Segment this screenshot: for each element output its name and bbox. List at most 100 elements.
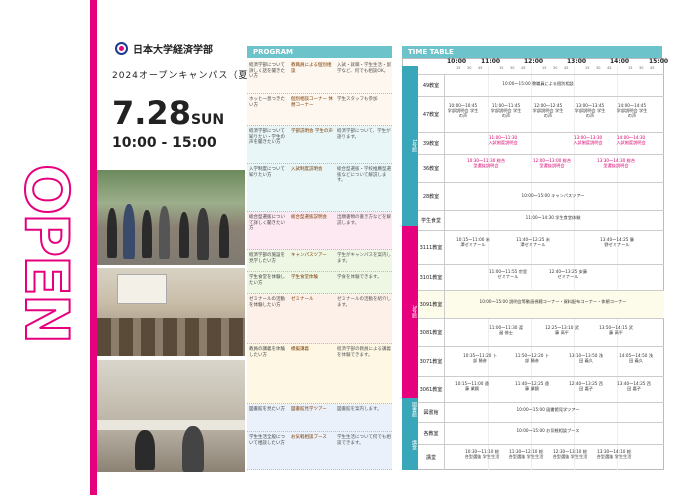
event: 14:00～14:30 入試制度説明会 — [616, 135, 646, 145]
row-28: 28教室 10:00～15:00 キャンパスツアー — [418, 182, 664, 210]
event: 11:00～11:45 学部説明会 学生の声 — [490, 103, 522, 118]
timetable-minutes: 15 30 45 15 30 45 15 30 45 15 30 45 15 30 45 — [456, 66, 655, 70]
event: 12:00～12:45 学部説明会 学生の声 — [532, 103, 564, 118]
photo-consultation — [97, 360, 245, 472]
event: 10:15～11:00 米澤ゼミナール — [456, 237, 490, 247]
program-event: 模擬講義 — [291, 347, 309, 352]
program-row: ホッと一息つきたい方 個別相談コーナー 休憩コーナー 学生スタッフも参加 — [247, 94, 392, 126]
row-3081: 3081教室 11:00～11:30 渡邉 修士 12:25～13:10 武藤 … — [418, 318, 664, 346]
program-row: 経済学部の施設を見学したい方 キャンパスツアー 学生がキャンパスを案内します。 — [247, 250, 392, 272]
event: 12:25～13:10 武藤 高平 — [545, 325, 579, 335]
program-detail: 図書館を案内します。 — [337, 407, 382, 412]
program-row: 図書館を見たい方 図書館見学ツアー 図書館を案内します。 — [247, 404, 392, 432]
event: 10:35～11:20 卜部 勝彦 — [463, 353, 497, 363]
event: 10:30～11:10 総合型選抜 学生生活 — [464, 449, 500, 459]
date-number: 7.28 — [112, 94, 191, 132]
program-row: 総合型選抜について詳しく聞きたい方 総合型選抜説明会 出願書類の書き方などを解説しま… — [247, 212, 392, 250]
program-row: 経済学部について知りたい・学生の声を聞きたい方 学部説明会 学生の声 経済学部につい… — [247, 126, 392, 164]
event: 11:30～12:10 総合型選抜 学生生活 — [508, 449, 544, 459]
program-detail: 総合型選抜・学校推薦型選抜などについて解説します。 — [337, 167, 391, 183]
event: 10:00～15:00 説明会等動画視聴コーナー・資料配布コーナー・休憩コーナー — [479, 299, 627, 304]
event: 13:50～14:15 武藤 高平 — [599, 325, 633, 335]
program-label: 教員の講義を体験したい方 — [249, 347, 285, 358]
program-label: ホッと一息つきたい方 — [249, 97, 285, 108]
row-all-rooms: 各教室 10:00～15:00 お気軽相談ブース — [418, 422, 664, 444]
event: 11:40～12:25 米澤ゼミナール — [516, 237, 550, 247]
event: 12:40～13:25 西田 嘉子 — [569, 381, 603, 391]
photo-campus-crowd — [97, 170, 245, 265]
event: 11:00～14:30 学生食堂体験 — [525, 215, 581, 220]
row-3061: 3061教室 10:15～11:00 遠藤 業鏡 11:40～12:25 遠藤 … — [418, 376, 664, 402]
event: 10:00～15:00 キャンパスツアー — [521, 193, 585, 198]
event: 13:10～13:50 浅田 義久 — [569, 353, 603, 363]
program-row: 学生食堂を体験したい方 学生食堂体験 学食を体験できます。 — [247, 272, 392, 294]
event: 10:00～15:00 お気軽相談ブース — [516, 428, 580, 433]
event: 11:40～12:25 遠藤 業鏡 — [515, 381, 549, 391]
event: 13:00～13:45 学部説明会 学生の声 — [574, 103, 606, 118]
event: 10:00～10:45 学部説明会 学生の声 — [447, 103, 479, 118]
event: 13:40～14:25 廣野ゼミナール — [600, 237, 634, 247]
program-header: PROGRAM — [247, 46, 392, 58]
program-event: 教職員による個別相談 — [291, 63, 332, 74]
event-date: 7.28SUN — [112, 96, 224, 137]
event: 13:00～13:30 入試制度説明会 — [573, 135, 603, 145]
program-detail: 学生スタッフも参加 — [337, 97, 378, 102]
row-3091: 3091教室 10:00～15:00 説明会等動画視聴コーナー・資料配布コーナー・… — [418, 290, 664, 318]
program-row: 教員の講義を体験したい方 模擬講義 経済学部の教員による講義を体験できます。 — [247, 344, 392, 404]
program-row: 学生生活全般について相談したい方 お気軽相談ブース 学生生活について何でも相談できま… — [247, 432, 392, 470]
date-weekday: SUN — [190, 112, 225, 128]
program-label: ゼミナールの活動を体験したい方 — [249, 297, 285, 308]
program-detail: 学生生活について何でも相談できます。 — [337, 435, 391, 446]
left-panel — [0, 0, 95, 495]
event: 11:00～11:30 入試制度説明会 — [488, 135, 518, 145]
program-label: 経済学部について詳しく話を聞きたい方 — [249, 63, 285, 79]
program-label: 学生生活全般について相談したい方 — [249, 435, 285, 446]
program-label: 図書館を見たい方 — [249, 407, 285, 412]
program-row: 経済学部について詳しく話を聞きたい方 教職員による個別相談 入試・就職・学生生活・留… — [247, 60, 392, 94]
row-3101: 3101教室 11:00～11:55 宗里ゼミナール 12:40～13:25 安… — [418, 264, 664, 290]
event: 12:00～13:00 総合型選抜説明会 — [532, 158, 572, 168]
program-detail: 入試・就職・学生生活・留学など、何でも相談OK。 — [337, 63, 391, 74]
row-3071: 3071教室 10:35～11:20 卜部 勝彦 11:50～12:20 卜部 … — [418, 346, 664, 376]
program-event: お気軽相談ブース — [291, 435, 327, 440]
vertical-title: OPEN CAMPUS — [0, 115, 82, 391]
event: 14:05～14:50 浅田 義久 — [619, 353, 653, 363]
event: 10:00～15:00 教職員による個別相談 — [502, 81, 574, 86]
row-49: 49教室 10:00～15:00 教職員による個別相談 — [418, 74, 664, 96]
event: 11:00～11:55 宗里ゼミナール — [488, 269, 528, 279]
program-label: 経済学部について知りたい・学生の声を聞きたい方 — [249, 129, 285, 145]
program-event: 入試制度説明会 — [291, 167, 323, 172]
photo-lecture-hall — [97, 268, 245, 356]
program-detail: 経済学部の教員による講義を体験できます。 — [337, 347, 391, 358]
event: 13:40～14:25 西田 嘉子 — [617, 381, 651, 391]
event: 12:30～13:10 総合型選抜 学生生活 — [552, 449, 588, 459]
program-label: 学生食堂を体験したい方 — [249, 275, 285, 286]
program-event: ゼミナール — [291, 297, 314, 302]
band-hall: 講堂 — [402, 420, 418, 470]
program-label: 入学制度について知りたい方 — [249, 167, 285, 178]
row-cafeteria: 学生食堂 11:00～14:30 学生食堂体験 — [418, 210, 664, 230]
program-event: 図書館見学ツアー — [291, 407, 327, 412]
band-library: 図書館 — [402, 398, 418, 420]
row-39: 39教室 11:00～11:30 入試制度説明会 13:00～13:30 入試制… — [418, 132, 664, 154]
program-detail: 学生がキャンパスを案内します。 — [337, 253, 391, 264]
event: 10:30～11:30 総合型選抜説明会 — [466, 158, 506, 168]
logo-text: 日本大学経済学部 — [133, 45, 213, 56]
timetable-hours: 10:00 11:00 12:00 13:00 14:00 15:00 — [447, 58, 669, 65]
event: 10:15～11:00 遠藤 業鏡 — [455, 381, 489, 391]
program-detail: 学食を体験できます。 — [337, 275, 382, 280]
program-detail: ゼミナールの活動を紹介します。 — [337, 297, 391, 308]
event: 11:50～12:20 卜部 勝彦 — [515, 353, 549, 363]
program-event: 学生食堂体験 — [291, 275, 318, 280]
program-event: キャンパスツアー — [291, 253, 327, 258]
row-library: 図書館 10:00～15:00 図書館見学ツアー — [418, 402, 664, 422]
timetable-header: TIME TABLE — [402, 46, 662, 58]
event-time: 10:00 - 15:00 — [112, 135, 217, 151]
event: 13:30～14:30 総合型選抜説明会 — [596, 158, 636, 168]
event: 14:00～14:45 学部説明会 学生の声 — [616, 103, 648, 118]
row-3111: 3111教室 10:15～11:00 米澤ゼミナール 11:40～12:25 米… — [418, 230, 664, 264]
program-row: ゼミナールの活動を体験したい方 ゼミナール ゼミナールの活動を紹介します。 — [247, 294, 392, 344]
program-label: 総合型選抜について詳しく聞きたい方 — [249, 215, 285, 231]
program-detail: 経済学部について、学生が語ります。 — [337, 129, 391, 140]
row-hall: 講堂 10:30～11:10 総合型選抜 学生生活 11:30～12:10 総合… — [418, 444, 664, 470]
